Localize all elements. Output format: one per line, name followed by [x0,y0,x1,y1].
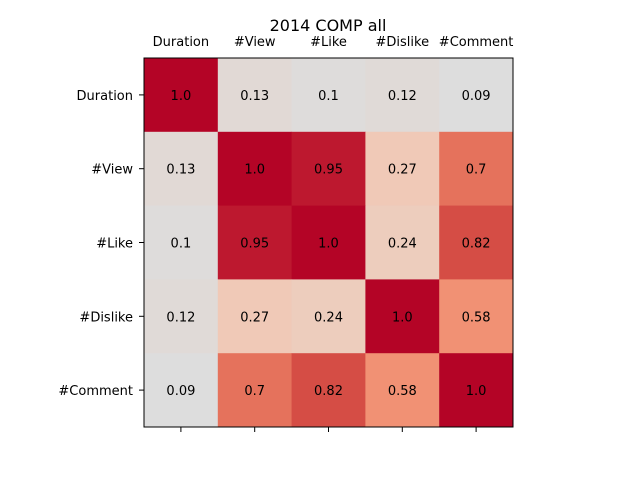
x-tick-label: Duration [153,35,209,50]
heatmap-cell [144,279,219,354]
heatmap-cell [144,205,219,280]
heatmap-cell [365,131,440,207]
cell-value-label: 0.13 [166,163,195,178]
heatmap-cell [365,205,440,280]
y-tick-label: #Dislike [79,310,133,325]
heatmap-cell [365,353,440,428]
heatmap-cell [291,205,366,280]
cell-value-label: 1.0 [244,163,265,178]
cell-value-label: 1.0 [466,384,487,399]
cell-value-label: 0.27 [388,163,417,178]
y-tick-label: #Comment [58,384,133,399]
cell-value-label: 0.58 [462,310,491,325]
heatmap-cell [217,131,293,207]
cell-value-label: 0.24 [314,310,343,325]
heatmap-cell [365,279,440,354]
heatmap-cell [217,205,293,280]
heatmap-cell [439,279,514,354]
heatmap-cell [217,58,293,133]
cell-value-label: 0.1 [318,89,339,104]
heatmap-cell [439,353,514,428]
heatmap-cell [291,353,366,428]
cell-value-label: 0.82 [314,384,343,399]
cell-value-label: 0.27 [240,310,269,325]
x-tick-label: #Dislike [376,35,430,50]
x-axis-ticks: Duration #View #Like #Dislike #Comment [153,35,514,432]
heatmap-cell [144,131,219,207]
cell-value-label: 0.09 [462,89,491,104]
cell-value-label: 1.0 [318,237,339,252]
y-axis-ticks: Duration #View #Like #Dislike #Comment [58,89,144,399]
heatmap-cell [217,353,293,428]
y-tick-label: #Like [96,237,133,252]
cell-value-label: 0.12 [388,89,417,104]
cell-value-label: 0.82 [462,237,491,252]
cell-value-label: 0.24 [388,237,417,252]
x-tick-label: #Comment [439,35,514,50]
heatmap-cell [439,205,514,280]
heatmap-cell [439,58,514,133]
cell-value-label: 0.95 [240,237,269,252]
chart-title: 2014 COMP all [270,16,387,35]
cell-value-label: 0.12 [166,310,195,325]
heatmap-cell [217,279,293,354]
cell-value-label: 0.7 [244,384,265,399]
heatmap-cell [144,58,219,133]
heatmap-cell [439,131,514,207]
x-tick-label: #Like [310,35,347,50]
cell-value-label: 0.95 [314,163,343,178]
heatmap-cell [144,353,219,428]
cell-value-label: 0.58 [388,384,417,399]
x-tick-label: #View [234,35,276,50]
cell-value-label: 0.1 [171,237,192,252]
heatmap-cell [365,58,440,133]
heatmap-cell-labels: 1.0 0.13 0.1 0.12 0.09 0.13 1.0 0.95 0.27 0.7 0.1 0… [166,89,490,399]
cell-value-label: 1.0 [392,310,413,325]
cell-value-label: 0.13 [240,89,269,104]
y-tick-label: Duration [77,89,133,104]
cell-value-label: 1.0 [171,89,192,104]
cell-value-label: 0.7 [466,163,487,178]
heatmap-cell [291,58,366,133]
cell-value-label: 0.09 [166,384,195,399]
y-tick-label: #View [91,163,133,178]
heatmap-cells [144,58,514,428]
heatmap-cell [291,279,366,354]
heatmap-cell [291,131,366,207]
